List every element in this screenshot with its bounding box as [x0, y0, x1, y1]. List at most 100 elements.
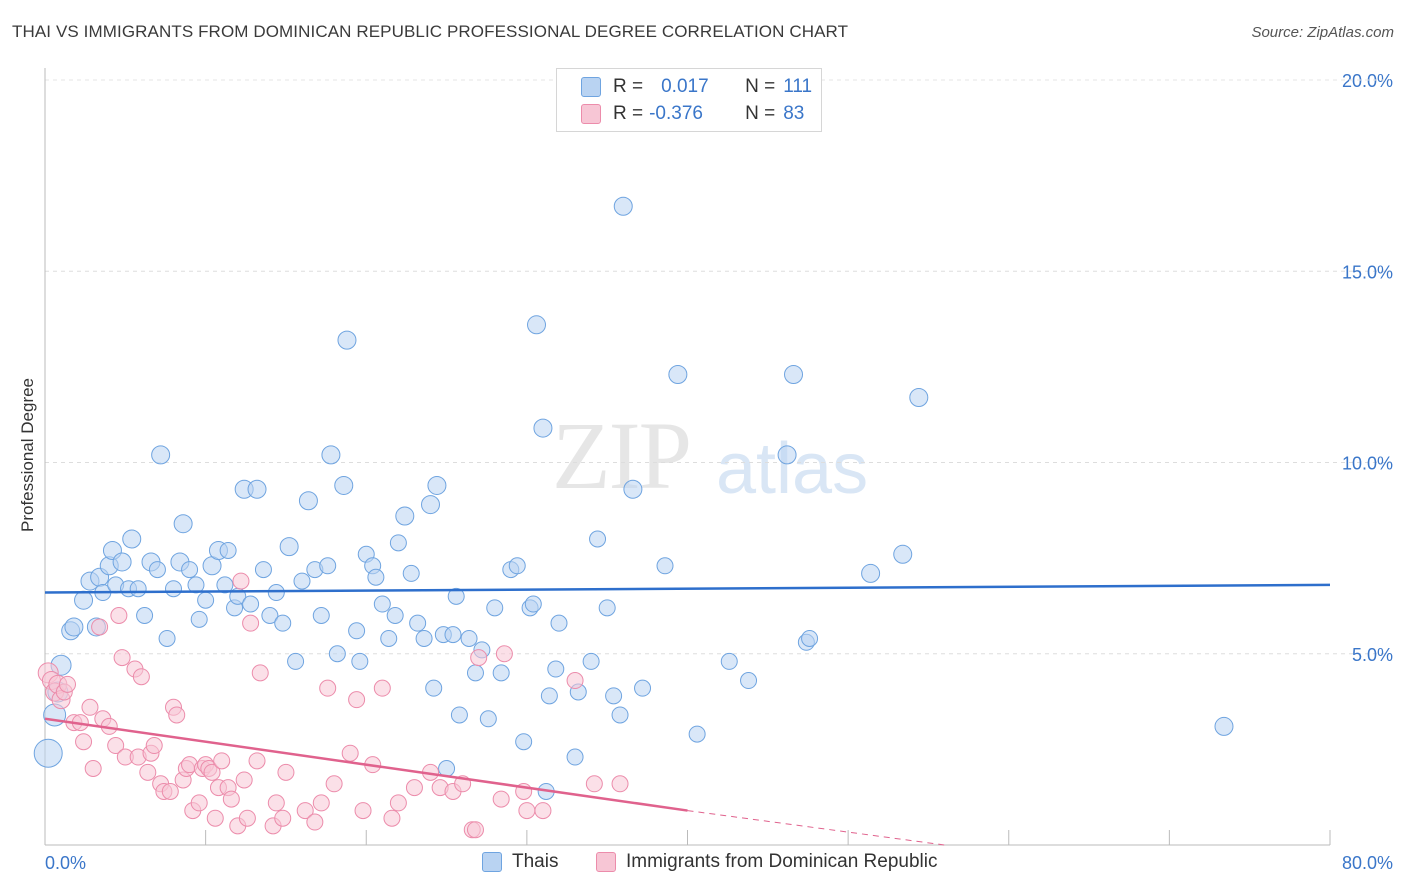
point-thais — [312, 607, 330, 624]
point-dominican — [107, 737, 125, 755]
point-thais — [319, 557, 337, 575]
legend-n-value: 83 — [783, 103, 805, 124]
point-dominican — [373, 679, 391, 697]
point-dominican — [389, 794, 407, 812]
point-dominican — [235, 771, 253, 789]
point-thais — [274, 614, 292, 632]
bottom-legend-label-dominican: Immigrants from Dominican Republic — [626, 851, 938, 872]
point-dominican — [203, 763, 221, 781]
bottom-legend-label-thais: Thais — [512, 851, 559, 872]
point-dominican — [84, 760, 102, 777]
point-thais — [589, 530, 607, 548]
point-dominican — [495, 645, 513, 663]
trendline-thais — [44, 583, 1331, 594]
point-dominican — [145, 737, 163, 755]
point-dominican — [251, 664, 269, 682]
point-thais — [466, 664, 484, 682]
point-dominican — [518, 802, 536, 820]
legend-r-value: 0.017 — [661, 76, 709, 97]
point-dominican — [306, 813, 324, 831]
bottom-legend-dominican: Immigrants from Dominican Republic — [596, 851, 938, 873]
bottom-legend-swatch-thais — [482, 852, 502, 872]
point-thais — [515, 733, 533, 751]
point-dominican — [383, 809, 401, 827]
point-dominican — [319, 679, 337, 697]
point-thais — [165, 580, 182, 598]
trendline-dominican — [44, 717, 688, 812]
point-dominican — [466, 821, 484, 839]
point-thais — [287, 652, 305, 670]
point-thais — [373, 595, 391, 613]
y-tick-label: 10.0% — [1342, 454, 1393, 474]
point-thais — [348, 622, 366, 640]
point-dominican — [168, 706, 186, 724]
point-thais — [415, 629, 433, 647]
point-dominican — [611, 775, 629, 793]
point-dominican — [238, 809, 256, 827]
point-dominican — [190, 794, 208, 812]
point-thais — [598, 599, 616, 617]
point-thais — [784, 365, 804, 385]
point-dominican — [91, 618, 109, 636]
point-thais — [409, 614, 427, 632]
point-dominican — [232, 572, 250, 590]
point-thais — [486, 599, 504, 617]
point-thais — [427, 475, 447, 495]
point-thais — [293, 572, 311, 590]
point-dominican — [213, 752, 231, 770]
point-thais — [447, 587, 465, 605]
point-thais — [909, 387, 929, 407]
point-thais — [479, 710, 497, 728]
point-dominican — [348, 691, 366, 709]
watermark-zip: ZIP — [552, 402, 692, 509]
point-dominican — [267, 794, 285, 812]
point-thais — [112, 552, 132, 572]
point-dominican — [296, 802, 314, 820]
point-thais — [148, 561, 166, 579]
point-thais — [216, 576, 234, 594]
point-dominican — [405, 779, 423, 797]
point-dominican — [132, 668, 150, 686]
point-thais — [64, 617, 84, 637]
point-thais — [425, 679, 443, 697]
point-thais — [540, 687, 558, 705]
y-tick-label: 15.0% — [1342, 262, 1393, 282]
point-dominican — [161, 782, 179, 800]
legend-n-value: 111 — [783, 76, 813, 97]
source-label: Source: ZipAtlas.com — [1251, 24, 1394, 41]
point-dominican — [81, 698, 99, 716]
legend-n-label: N = — [745, 103, 776, 124]
point-thais — [688, 725, 706, 743]
point-thais — [334, 475, 354, 495]
point-dominican — [312, 794, 330, 812]
point-dominican — [58, 675, 76, 693]
point-thais — [547, 660, 565, 678]
chart-title: THAI VS IMMIGRANTS FROM DOMINICAN REPUBL… — [12, 22, 849, 41]
point-thais — [33, 738, 63, 768]
point-dominican — [206, 809, 224, 827]
point-thais — [533, 418, 553, 438]
x-tick-label-max: 80.0% — [1342, 853, 1393, 873]
legend-swatch-thais — [581, 77, 601, 97]
point-thais — [550, 614, 568, 632]
point-thais — [337, 330, 357, 350]
y-tick-label: 20.0% — [1342, 71, 1393, 91]
point-thais — [173, 514, 193, 534]
point-dominican — [534, 802, 552, 820]
point-thais — [861, 563, 881, 583]
point-thais — [527, 315, 547, 335]
point-dominican — [585, 775, 603, 793]
point-thais — [421, 495, 440, 515]
legend: R = 0.017 N = 111 R = -0.376 N = 83 — [556, 68, 822, 132]
point-dominican — [470, 649, 488, 667]
point-thais — [74, 590, 94, 610]
legend-r-label: R = — [613, 103, 644, 124]
point-dominican — [341, 744, 359, 762]
point-dominican — [113, 649, 131, 667]
x-tick-label-min: 0.0% — [45, 853, 86, 873]
bottom-legend-swatch-dominican — [596, 852, 616, 872]
point-dominican — [139, 763, 157, 781]
point-dominican — [277, 763, 295, 781]
point-thais — [1214, 716, 1234, 736]
point-thais — [740, 672, 758, 690]
